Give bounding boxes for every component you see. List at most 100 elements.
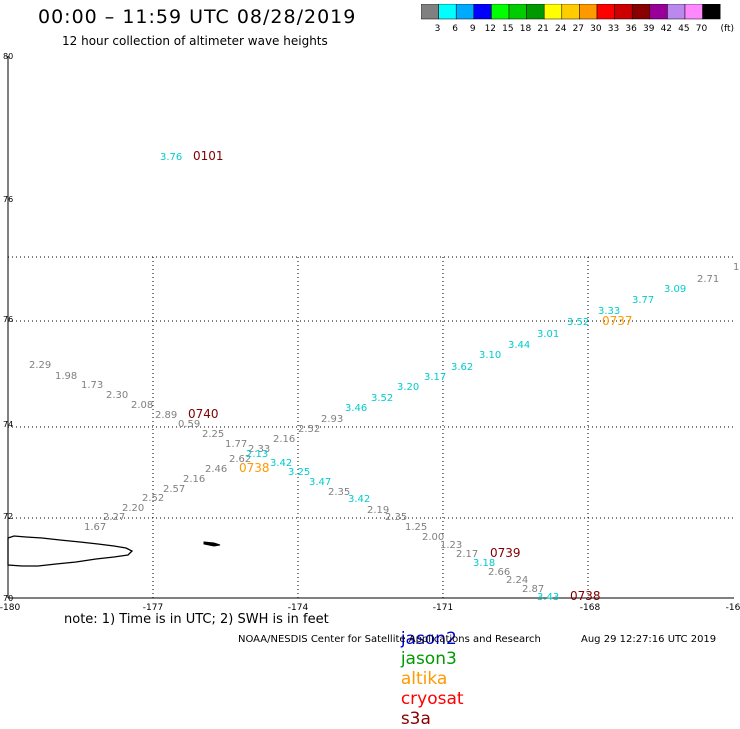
swh-value-label: 1.67 [84, 522, 106, 533]
pass-time-label: 0738 [570, 589, 601, 603]
legend-swatch [702, 4, 721, 20]
satellite-label-jason3: jason3 [400, 649, 457, 669]
swh-value-label: 2.35 [385, 512, 407, 523]
map-plot: -180 -177 -174 -171 -168 -16 80 76 76 74 72 70 3.7… [0, 52, 740, 613]
units-note: note: 1) Time is in UTC; 2) SWH is in fe… [64, 612, 329, 627]
legend-tick-label: 21 [537, 24, 548, 34]
swh-value-label: 3.76 [160, 152, 182, 163]
pass-time-label: 0737 [602, 314, 633, 328]
legend-tick-label: 24 [555, 24, 567, 34]
swh-value-label: 2.16 [183, 474, 205, 485]
swh-value-label: 2.62 [229, 454, 251, 465]
chart-title: 00:00 – 11:59 UTC 08/28/2019 [38, 6, 357, 28]
y-tick-label: 76 [3, 315, 13, 324]
swh-value-label: 2.89 [155, 410, 177, 421]
swh-value-label: 1.73 [81, 380, 103, 391]
swh-value-label: 1.23 [440, 540, 462, 551]
legend-tick-label: 36 [625, 24, 637, 34]
x-tick-label: -171 [433, 603, 453, 613]
swh-value-label: 3.47 [309, 477, 331, 488]
satellite-label-altika: altika [400, 669, 448, 689]
swh-value-label: 1.98 [55, 371, 77, 382]
swh-value-label: 3.62 [451, 362, 473, 373]
y-tick-label: 76 [3, 195, 13, 204]
swh-value-label: 2.24 [506, 575, 528, 586]
swh-value-label: 2.93 [321, 414, 343, 425]
swh-value-label: 3.52 [371, 393, 393, 404]
swh-value-label: 2.30 [106, 390, 128, 401]
x-tick-label: -180 [0, 603, 20, 613]
x-tick-label: -16 [726, 603, 740, 613]
swh-value-label: 1.77 [225, 439, 247, 450]
satellite-label-cryosat: cryosat [400, 689, 464, 709]
legend-tick-label: 45 [678, 24, 689, 34]
swh-value-label: 1 [733, 262, 739, 273]
swh-value-label: 3.10 [479, 350, 501, 361]
y-axis-ticks: 80 76 76 74 72 70 [3, 52, 13, 603]
legend-tick-label: 18 [520, 24, 532, 34]
pass-time-label: 0739 [490, 546, 521, 560]
swh-value-label: 3.20 [397, 382, 419, 393]
swh-value-label: 3.42 [270, 458, 292, 469]
swh-value-label: 3.46 [345, 403, 367, 414]
legend-tick-label: 33 [608, 24, 619, 34]
satellite-label-s3a: s3a [400, 709, 431, 729]
legend-tick-label: 15 [502, 24, 513, 34]
land-masses [7, 535, 221, 567]
swh-value-label: 2.87 [522, 584, 544, 595]
swh-value-label: 2.46 [205, 464, 227, 475]
swh-value-label: 2.66 [488, 567, 510, 578]
siberia-coast-landmass [7, 535, 134, 567]
y-tick-label: 70 [3, 594, 13, 603]
swh-value-label: 2.13 [246, 449, 268, 460]
legend-tick-label: 6 [452, 24, 458, 34]
swh-value-label: 2.08 [131, 400, 153, 411]
swh-value-label: 3.18 [473, 558, 495, 569]
y-tick-label: 74 [3, 420, 13, 429]
swh-value-label: 2.35 [328, 487, 350, 498]
x-tick-label: -174 [288, 603, 309, 613]
chart-subtitle: 12 hour collection of altimeter wave hei… [62, 34, 328, 48]
swh-value-label: 3.43 [537, 592, 559, 603]
swh-value-label: 2.27 [103, 512, 125, 523]
legend-tick-label: 39 [643, 24, 655, 34]
swh-value-label: 2.20 [122, 503, 144, 514]
swh-value-label: 3.44 [508, 340, 530, 351]
satellite-legend: jason2 jason3 altika cryosat s3a [390, 609, 473, 729]
swh-value-label: 2.17 [456, 549, 478, 560]
swh-value-label: 3.09 [664, 284, 686, 295]
legend-tick-label: 3 [435, 24, 441, 34]
swh-value-label: 2.52 [142, 493, 164, 504]
swh-value-label: 3.77 [632, 295, 654, 306]
swh-value-label: 2.16 [273, 434, 295, 445]
swh-value-label: 3.52 [567, 317, 589, 328]
legend-tick-label: 70 [696, 24, 708, 34]
color-legend: 3 6 9 12 15 18 21 24 27 30 33 36 39 42 45 70 (ft) [421, 4, 734, 34]
swh-value-label: 3.17 [424, 372, 446, 383]
y-tick-label: 72 [3, 512, 13, 521]
swh-value-label: 3.01 [537, 329, 559, 340]
x-tick-label: -177 [143, 603, 163, 613]
swh-value-label: 3.25 [288, 467, 310, 478]
pass-time-label: 0101 [193, 149, 224, 163]
wave-height-observations: 3.76 0101 2.29 1.98 1.732.302.082.89 07400.59… [29, 149, 739, 603]
swh-value-label: 2.00 [422, 532, 444, 543]
satellite-label-jason2: jason2 [400, 629, 457, 649]
legend-tick-label: 42 [661, 24, 672, 34]
legend-tick-label: 12 [485, 24, 496, 34]
swh-value-label: 0.59 [178, 419, 200, 430]
legend-tick-label: 27 [573, 24, 584, 34]
legend-tick-label: 9 [470, 24, 476, 34]
swh-value-label: 2.52 [298, 424, 320, 435]
swh-value-label: 2.19 [367, 505, 389, 516]
swh-value-label: 2.29 [29, 360, 51, 371]
swh-value-label: 2.33 [248, 444, 270, 455]
legend-tick-label: 30 [590, 24, 602, 34]
generated-timestamp: Aug 29 12:27:16 UTC 2019 [581, 634, 717, 645]
x-axis-ticks: -180 -177 -174 -171 -168 -16 [0, 603, 740, 613]
swh-value-label: 2.57 [163, 484, 185, 495]
x-tick-label: -168 [580, 603, 601, 613]
map-frame [7, 56, 734, 599]
swh-value-label: 3.33 [598, 306, 620, 317]
swh-value-label: 3.42 [348, 494, 370, 505]
